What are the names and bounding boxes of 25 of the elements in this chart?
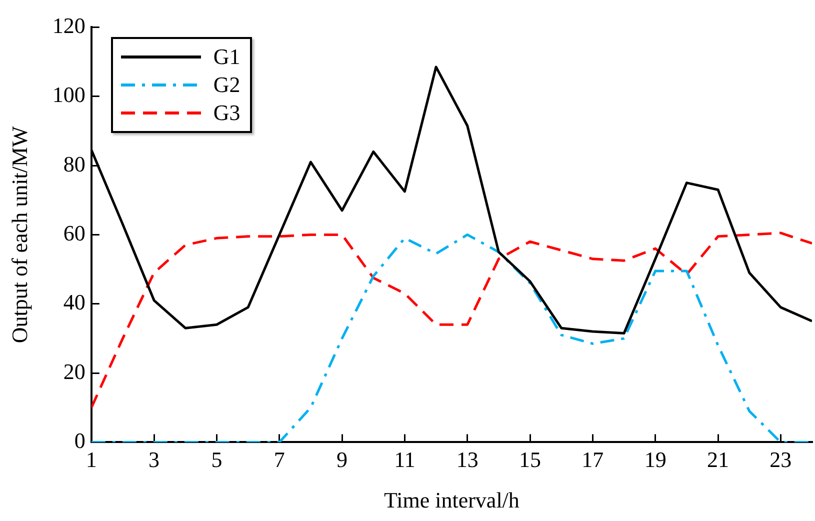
- x-tick-label: 17: [582, 447, 604, 472]
- y-tick-label: 0: [74, 428, 86, 453]
- x-tick-label: 23: [770, 447, 792, 472]
- x-tick-label: 19: [644, 447, 666, 472]
- y-tick-label: 100: [52, 82, 86, 108]
- x-tick-label: 15: [519, 447, 542, 472]
- x-tick-label: 7: [274, 447, 285, 472]
- y-tick-label: 40: [63, 290, 86, 315]
- x-axis-title: Time interval/h: [384, 488, 520, 513]
- x-tick-label: 11: [394, 447, 416, 472]
- line-series: [91, 232, 812, 409]
- y-axis-title: Output of each unit/MW: [6, 126, 32, 344]
- y-tick-label: 120: [52, 12, 86, 38]
- y-tick-label: 20: [63, 358, 86, 384]
- x-tick-label: 21: [707, 447, 730, 472]
- x-tick-label: 9: [336, 447, 348, 472]
- y-tick-label: 60: [63, 220, 86, 246]
- legend-label: G2: [213, 72, 240, 98]
- x-tick-label: 13: [456, 447, 478, 472]
- x-tick-label: 3: [148, 447, 160, 472]
- x-tick-label: 5: [211, 447, 222, 472]
- legend-label: G3: [213, 100, 240, 126]
- y-tick-label: 80: [63, 151, 86, 176]
- x-tick-label: 1: [86, 447, 97, 472]
- legend-label: G1: [213, 44, 240, 70]
